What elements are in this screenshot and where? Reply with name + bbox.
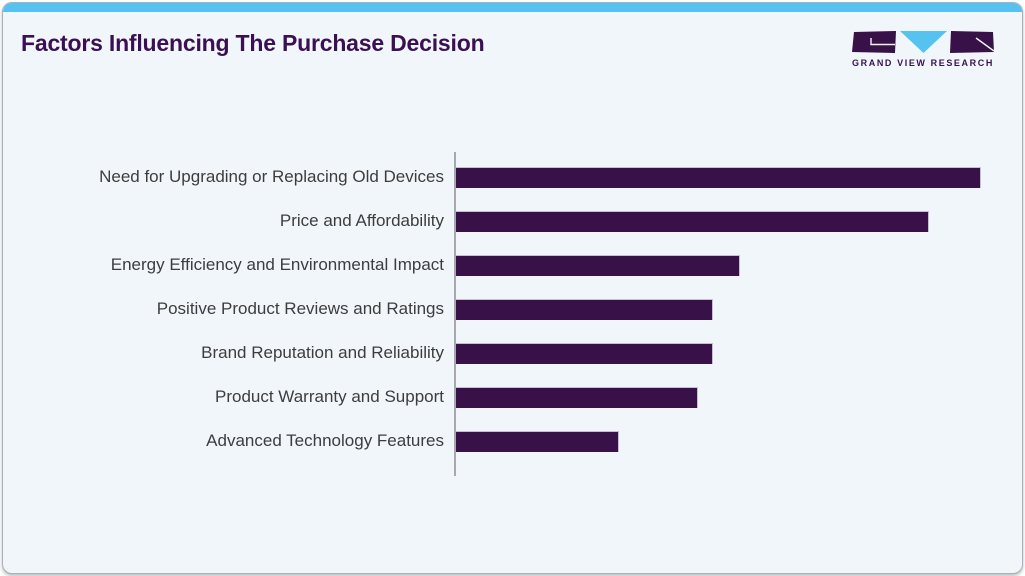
chart-row: Advanced Technology Features bbox=[3, 419, 1022, 463]
top-accent-bar bbox=[3, 3, 1022, 12]
chart-row: Positive Product Reviews and Ratings bbox=[3, 287, 1022, 331]
bar bbox=[456, 166, 981, 188]
category-label: Need for Upgrading or Replacing Old Devi… bbox=[99, 167, 444, 186]
chart-rows: Need for Upgrading or Replacing Old Devi… bbox=[3, 155, 1022, 463]
y-axis-line bbox=[454, 152, 456, 476]
gvr-logo-icon bbox=[852, 31, 994, 53]
chart-row: Energy Efficiency and Environmental Impa… bbox=[3, 243, 1022, 287]
category-label: Price and Affordability bbox=[279, 211, 444, 230]
bar bbox=[456, 298, 714, 320]
bar bbox=[456, 430, 619, 452]
gvr-logo: GRAND VIEW RESEARCH bbox=[852, 30, 994, 68]
bar bbox=[456, 254, 740, 276]
category-label: Advanced Technology Features bbox=[206, 431, 444, 450]
chart-row: Need for Upgrading or Replacing Old Devi… bbox=[3, 155, 1022, 199]
gvr-logo-text: GRAND VIEW RESEARCH bbox=[852, 58, 994, 68]
bar bbox=[456, 386, 698, 408]
chart-row: Product Warranty and Support bbox=[3, 375, 1022, 419]
chart-row: Price and Affordability bbox=[3, 199, 1022, 243]
bar bbox=[456, 210, 929, 232]
bar bbox=[456, 342, 714, 364]
bar-chart: Need for Upgrading or Replacing Old Devi… bbox=[3, 3, 1022, 573]
page-title: Factors Influencing The Purchase Decisio… bbox=[21, 30, 485, 56]
category-label: Brand Reputation and Reliability bbox=[201, 343, 444, 362]
category-label: Energy Efficiency and Environmental Impa… bbox=[110, 255, 444, 274]
category-label: Positive Product Reviews and Ratings bbox=[156, 299, 444, 318]
chart-row: Brand Reputation and Reliability bbox=[3, 331, 1022, 375]
category-label: Product Warranty and Support bbox=[215, 387, 444, 406]
